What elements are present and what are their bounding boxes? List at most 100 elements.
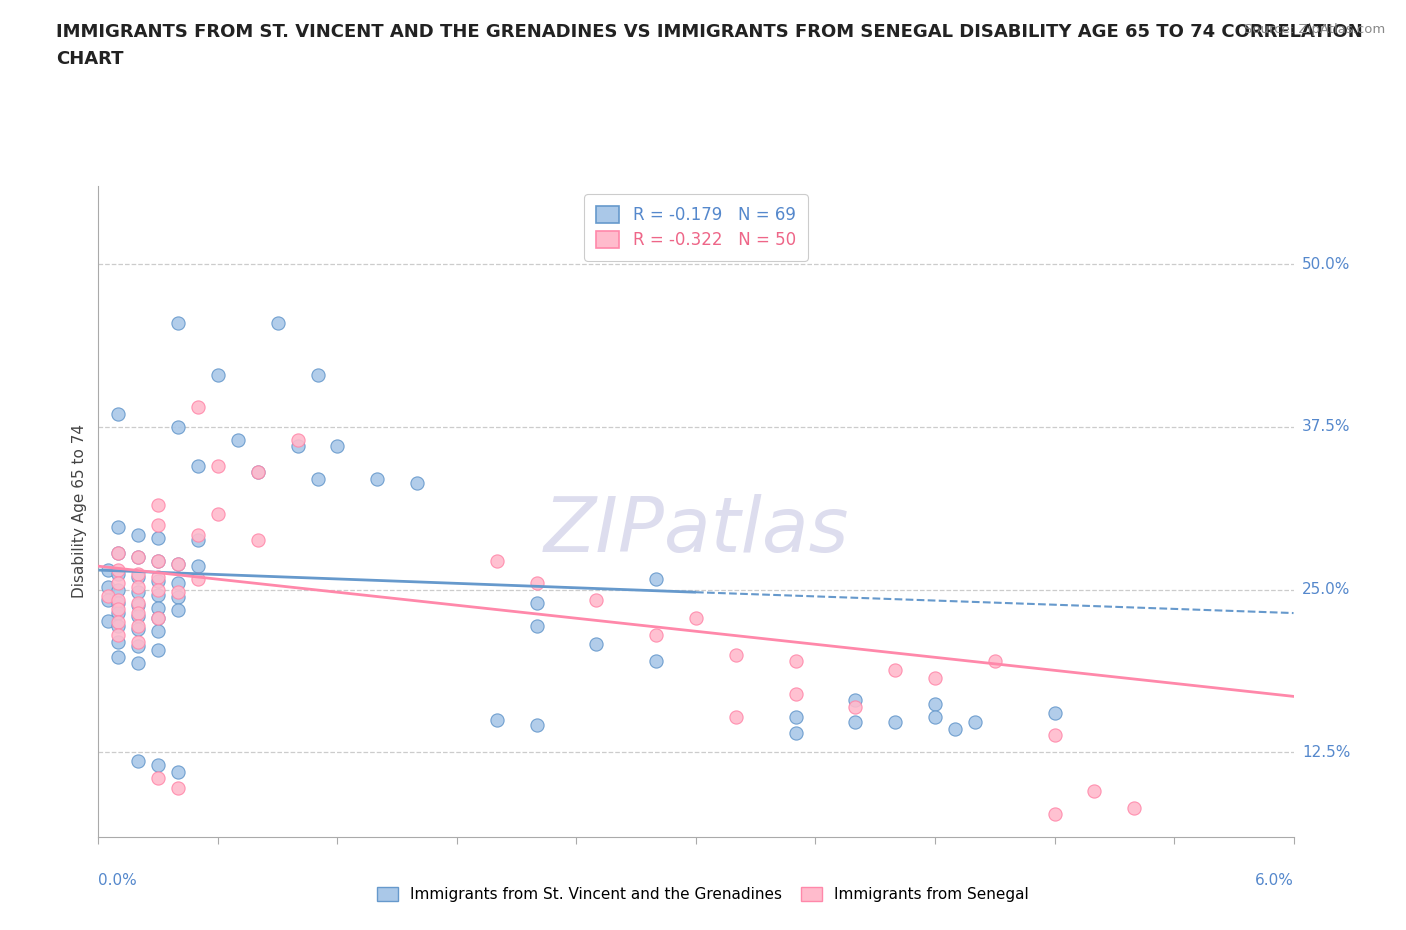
Point: [127, 605, 149, 620]
Point: [167, 576, 190, 591]
Point: [1043, 728, 1066, 743]
Point: [127, 655, 149, 670]
Point: [167, 556, 190, 571]
Point: [148, 573, 170, 588]
Point: [97, 563, 120, 578]
Point: [167, 419, 190, 434]
Point: [148, 624, 170, 639]
Point: [645, 572, 668, 587]
Point: [267, 315, 290, 330]
Point: [167, 780, 190, 795]
Point: [148, 771, 170, 786]
Point: [97, 579, 120, 594]
Point: [187, 458, 209, 473]
Point: [107, 602, 129, 617]
Point: [127, 618, 149, 633]
Text: 0.0%: 0.0%: [98, 872, 138, 888]
Point: [107, 582, 129, 597]
Point: [526, 595, 548, 610]
Point: [785, 686, 807, 701]
Point: [963, 715, 986, 730]
Text: 6.0%: 6.0%: [1254, 872, 1294, 888]
Point: [148, 498, 170, 512]
Text: IMMIGRANTS FROM ST. VINCENT AND THE GRENADINES VS IMMIGRANTS FROM SENEGAL DISABI: IMMIGRANTS FROM ST. VINCENT AND THE GREN…: [56, 23, 1362, 68]
Point: [585, 637, 607, 652]
Text: Source: ZipAtlas.com: Source: ZipAtlas.com: [1244, 23, 1385, 36]
Point: [167, 590, 190, 604]
Point: [127, 595, 149, 610]
Point: [187, 400, 209, 415]
Point: [107, 650, 129, 665]
Point: [107, 618, 129, 633]
Point: [107, 546, 129, 561]
Point: [187, 527, 209, 542]
Point: [406, 475, 429, 490]
Point: [307, 472, 329, 486]
Point: [1083, 784, 1105, 799]
Point: [148, 588, 170, 603]
Point: [148, 642, 170, 657]
Point: [943, 722, 966, 737]
Point: [148, 611, 170, 626]
Point: [107, 566, 129, 581]
Point: [924, 697, 946, 711]
Point: [884, 663, 907, 678]
Point: [924, 671, 946, 685]
Point: [246, 465, 269, 480]
Point: [307, 367, 329, 382]
Point: [167, 315, 190, 330]
Point: [107, 615, 129, 630]
Point: [148, 530, 170, 545]
Point: [884, 715, 907, 730]
Point: [187, 533, 209, 548]
Point: [685, 611, 707, 626]
Point: [107, 605, 129, 620]
Point: [127, 527, 149, 542]
Point: [1043, 806, 1066, 821]
Point: [127, 598, 149, 613]
Point: [107, 576, 129, 591]
Y-axis label: Disability Age 65 to 74: Disability Age 65 to 74: [72, 424, 87, 599]
Point: [287, 439, 309, 454]
Point: [526, 576, 548, 591]
Point: [526, 718, 548, 733]
Point: [645, 654, 668, 669]
Text: 50.0%: 50.0%: [1302, 257, 1350, 272]
Point: [127, 608, 149, 623]
Point: [148, 582, 170, 597]
Point: [107, 406, 129, 421]
Point: [226, 432, 249, 447]
Text: 12.5%: 12.5%: [1302, 745, 1350, 760]
Point: [167, 585, 190, 600]
Point: [984, 654, 1007, 669]
Point: [485, 553, 508, 568]
Text: ZIPatlas: ZIPatlas: [543, 494, 849, 568]
Point: [148, 553, 170, 568]
Point: [246, 533, 269, 548]
Point: [207, 458, 229, 473]
Legend: Immigrants from St. Vincent and the Grenadines, Immigrants from Senegal: Immigrants from St. Vincent and the Gren…: [371, 881, 1035, 909]
Legend: R = -0.179   N = 69, R = -0.322   N = 50: R = -0.179 N = 69, R = -0.322 N = 50: [585, 194, 807, 260]
Point: [167, 556, 190, 571]
Point: [127, 569, 149, 584]
Point: [924, 710, 946, 724]
Point: [127, 585, 149, 600]
Point: [107, 592, 129, 607]
Point: [107, 520, 129, 535]
Point: [585, 592, 607, 607]
Point: [127, 579, 149, 594]
Point: [246, 465, 269, 480]
Point: [127, 621, 149, 636]
Point: [148, 553, 170, 568]
Point: [107, 563, 129, 578]
Point: [107, 595, 129, 610]
Point: [148, 611, 170, 626]
Point: [1043, 706, 1066, 721]
Point: [724, 710, 747, 724]
Point: [485, 712, 508, 727]
Text: 37.5%: 37.5%: [1302, 419, 1350, 434]
Point: [287, 432, 309, 447]
Point: [127, 550, 149, 565]
Point: [148, 601, 170, 616]
Point: [785, 725, 807, 740]
